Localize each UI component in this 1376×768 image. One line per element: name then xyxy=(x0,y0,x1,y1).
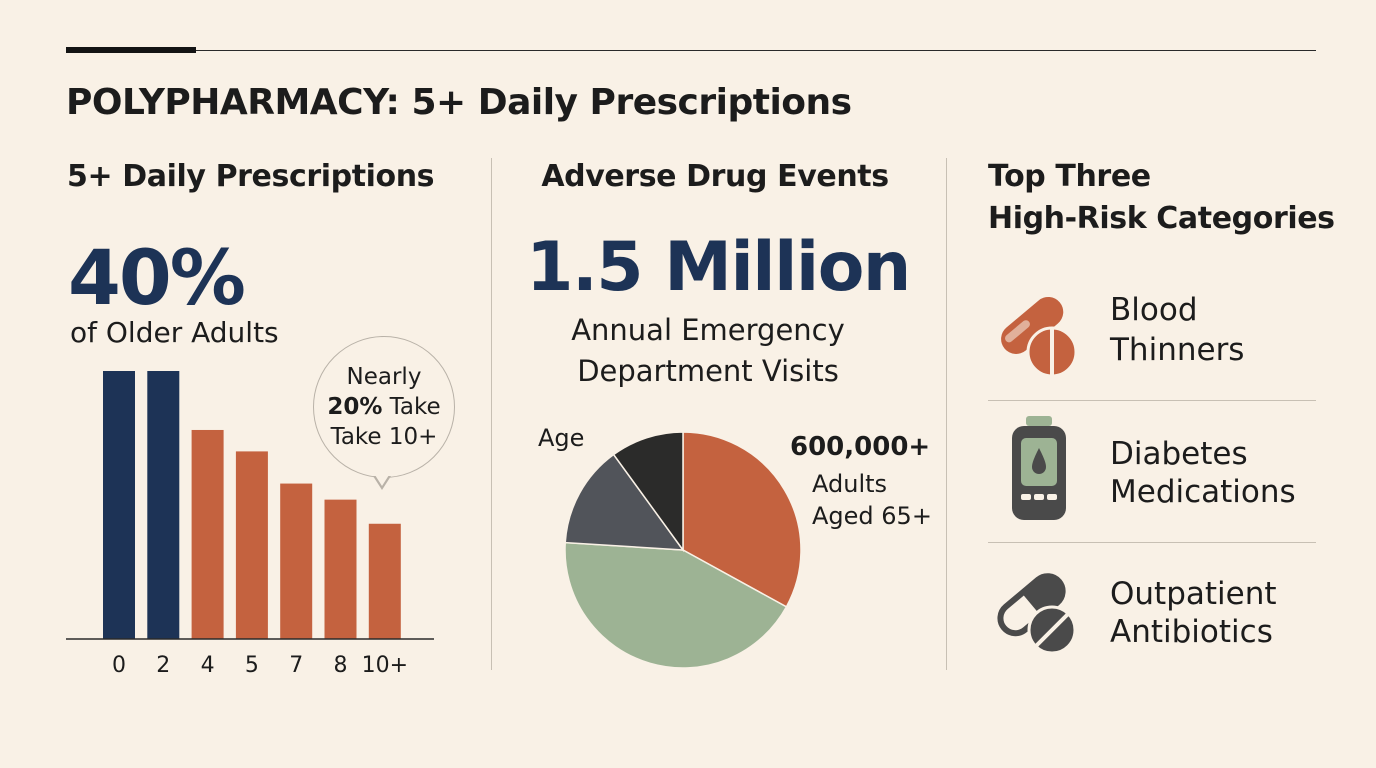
category-row-blood-thinners: Blood Thinners xyxy=(988,264,1318,404)
category-row-diabetes: Diabetes Medications xyxy=(988,406,1318,546)
pill-icon xyxy=(997,573,1077,655)
pie-slice-4 xyxy=(612,431,684,553)
bar-2 xyxy=(147,371,180,639)
category-label-line-2: Thinners xyxy=(1110,332,1245,368)
bubble-line-1: Nearly xyxy=(346,364,422,390)
prescriptions-bar-chart: 0 2 4 5 7 8 10+ xyxy=(66,371,434,678)
tick-label-4: 4 xyxy=(201,653,215,678)
page-title: POLYPHARMACY: 5+ Daily Prescriptions xyxy=(66,82,852,123)
tick-label-5: 5 xyxy=(245,653,259,678)
pie-callout-line-1: Adults xyxy=(812,470,888,498)
bar-5 xyxy=(235,451,268,639)
visits-caption-line-2: Department Visits xyxy=(577,354,839,388)
column-divider-left xyxy=(491,158,492,670)
category-divider-2 xyxy=(988,542,1316,543)
tick-label-10+: 10+ xyxy=(362,653,408,678)
big-stat-percent: 40% xyxy=(68,233,246,322)
section-title-adverse-events: Adverse Drug Events xyxy=(541,159,889,194)
category-divider-1 xyxy=(988,400,1316,401)
category-label-line-2: Antibiotics xyxy=(1110,614,1273,650)
pie-callout-number: 600,000+ xyxy=(790,432,931,462)
category-label-line-1: Blood xyxy=(1110,292,1198,328)
bars-group xyxy=(103,371,401,639)
section-title-high-risk: High-Risk Categories xyxy=(988,201,1335,236)
category-label-line-1: Diabetes xyxy=(1110,436,1248,472)
bar-4 xyxy=(191,429,224,639)
pie-age-label: Age xyxy=(538,424,585,452)
tick-labels-group: 0 2 4 5 7 8 10+ xyxy=(112,653,408,678)
capsule-tablet-icon xyxy=(1001,296,1078,378)
speech-bubble: Nearly 20% Take Take 10+ xyxy=(313,336,455,478)
pie-slice-1 xyxy=(682,431,802,608)
adverse-events-pie-chart xyxy=(564,431,802,669)
pie-callout-line-2: Aged 65+ xyxy=(812,502,932,530)
header-rule xyxy=(66,50,1316,51)
speech-bubble-tail-fill xyxy=(375,475,389,486)
pie-slice-3 xyxy=(564,453,685,551)
bubble-line-3: Take 10+ xyxy=(330,424,438,450)
tick-label-0: 0 xyxy=(112,653,126,678)
big-stat-caption: of Older Adults xyxy=(70,316,279,349)
section-title-prescriptions: 5+ Daily Prescriptions xyxy=(67,159,435,194)
bubble-line-2-rest: Take xyxy=(382,394,441,420)
big-stat-million: 1.5 Million xyxy=(526,228,911,307)
bar-10+ xyxy=(368,523,401,639)
tick-label-8: 8 xyxy=(334,653,348,678)
bar-8 xyxy=(324,499,357,639)
tick-label-2: 2 xyxy=(156,653,170,678)
category-row-antibiotics: Outpatient Antibiotics xyxy=(988,548,1318,688)
glucose-meter-icon xyxy=(1012,416,1066,520)
bar-0 xyxy=(103,371,135,639)
section-title-top-three: Top Three xyxy=(988,159,1151,194)
visits-caption-line-1: Annual Emergency xyxy=(571,313,845,347)
pie-slice-2 xyxy=(564,541,788,669)
tick-label-7: 7 xyxy=(289,653,303,678)
bubble-line-2: 20% Take xyxy=(327,392,440,422)
category-label-line-1: Outpatient xyxy=(1110,576,1277,612)
bubble-bold-stat: 20% xyxy=(327,394,383,420)
category-label-line-2: Medications xyxy=(1110,474,1296,510)
pie-slices-group xyxy=(564,431,802,669)
bar-7 xyxy=(280,483,313,639)
header-accent-bar xyxy=(66,47,196,53)
column-divider-right xyxy=(946,158,947,670)
